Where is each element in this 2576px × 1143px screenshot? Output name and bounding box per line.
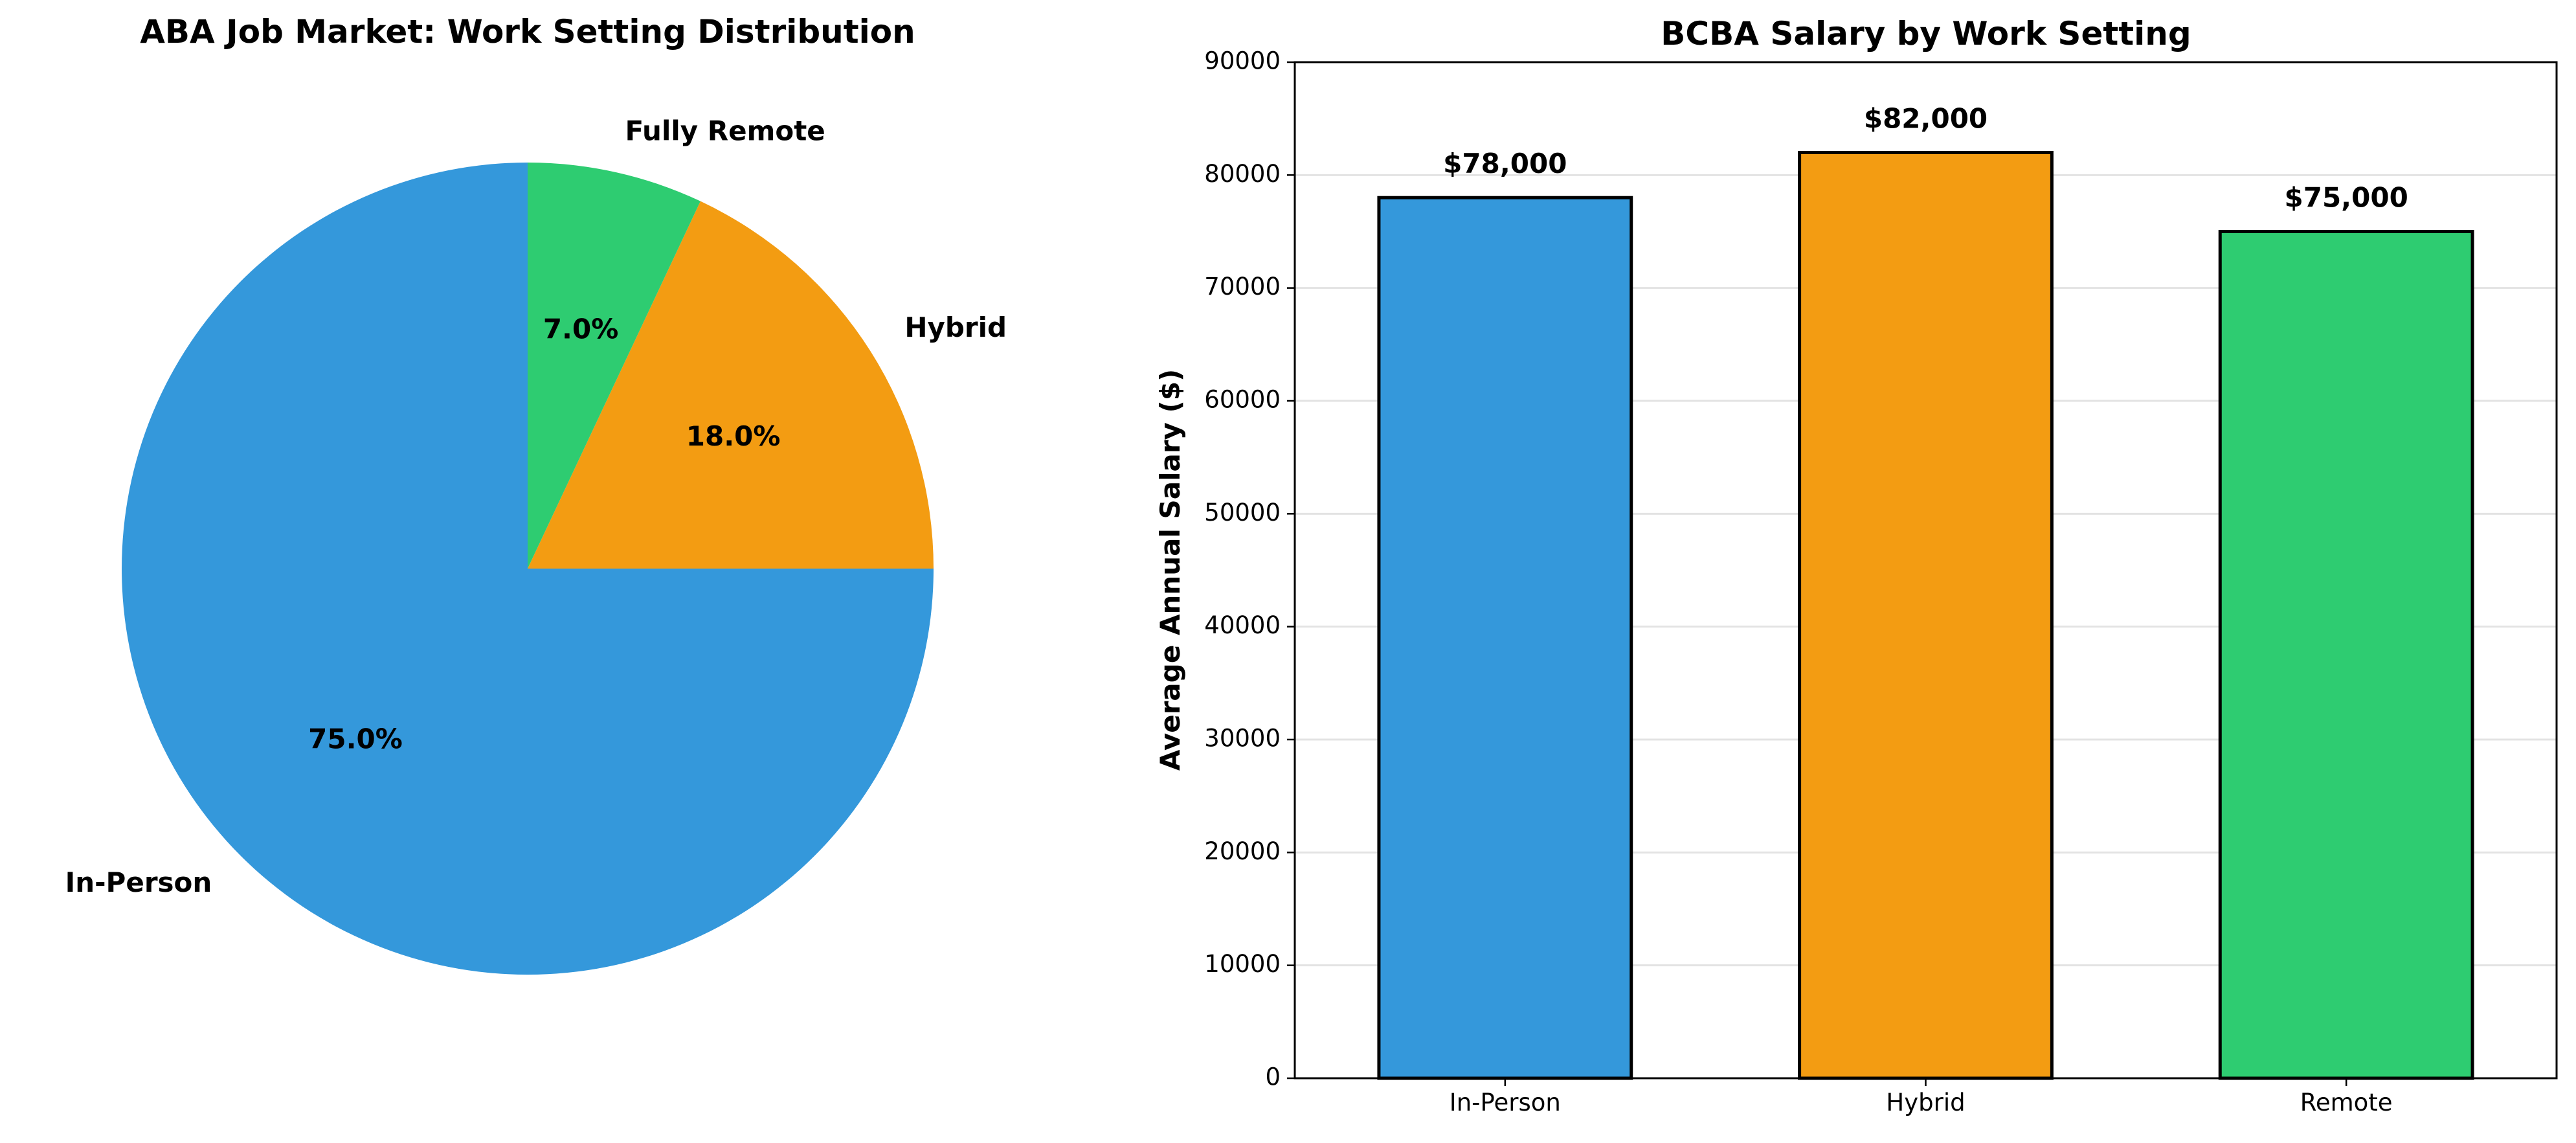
bar-hybrid	[1798, 150, 2054, 1080]
pie-pct-label: 18.0%	[686, 420, 781, 452]
x-tick-label: Remote	[2300, 1089, 2393, 1116]
y-tick-label: 30000	[1204, 725, 1281, 753]
bar-title: BCBA Salary by Work Setting	[1661, 15, 2191, 52]
y-tick-label: 50000	[1204, 499, 1281, 526]
pie-label: In-Person	[65, 866, 212, 898]
x-tick-label: Hybrid	[1886, 1089, 1965, 1116]
bar-in-person	[1377, 196, 1633, 1080]
pie-label: Hybrid	[904, 311, 1007, 343]
pie-pct-label: 7.0%	[543, 313, 618, 345]
y-tick-label: 20000	[1204, 837, 1281, 865]
pie-title: ABA Job Market: Work Setting Distributio…	[140, 13, 915, 51]
y-tick-label: 0	[1265, 1063, 1281, 1091]
y-tick-label: 40000	[1204, 611, 1281, 639]
y-tick-label: 10000	[1204, 950, 1281, 978]
bar-value-label: $82,000	[1864, 102, 1988, 134]
plot-frame	[1294, 61, 2558, 1080]
pie-slice-fully-remote	[528, 163, 700, 569]
pie-label: Fully Remote	[625, 115, 825, 146]
bar-value-label: $78,000	[1443, 148, 1567, 179]
pie-pct-label: 75.0%	[308, 723, 403, 755]
bar-remote	[2218, 230, 2474, 1080]
bar-chart: BCBA Salary by Work Setting Average Annu…	[1154, 15, 2558, 1116]
bar-value-label: $75,000	[2285, 182, 2408, 214]
y-tick-label: 80000	[1204, 160, 1281, 188]
x-tick-label: In-Person	[1450, 1089, 1561, 1116]
y-tick-label: 70000	[1204, 273, 1281, 300]
y-axis-label: Average Annual Salary ($)	[1154, 369, 1186, 771]
y-tick-label: 60000	[1204, 386, 1281, 414]
pie-slice-hybrid	[528, 201, 934, 569]
pie-chart: ABA Job Market: Work Setting Distributio…	[65, 13, 1007, 975]
y-tick-label: 90000	[1204, 47, 1281, 75]
